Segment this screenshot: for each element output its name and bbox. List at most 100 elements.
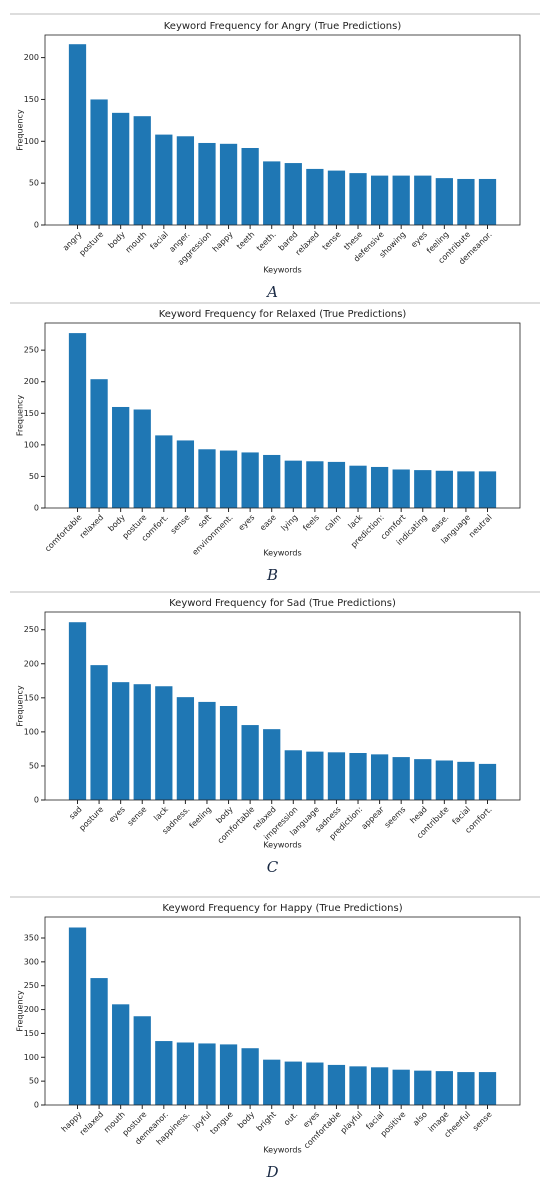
bar: [90, 99, 108, 225]
x-tick-label: body: [236, 1110, 257, 1131]
x-tick-label: teeth.: [255, 230, 278, 253]
y-tick-label: 50: [29, 472, 39, 481]
x-tick-label: also: [411, 1110, 429, 1128]
bar: [68, 333, 87, 508]
bar: [349, 173, 367, 225]
bar: [478, 1072, 497, 1105]
bar: [176, 136, 195, 225]
y-axis-label: Frequency: [16, 685, 25, 727]
plot-frame: [44, 611, 521, 801]
bar: [90, 665, 108, 800]
bar: [241, 725, 259, 800]
bar: [219, 143, 238, 225]
bar: [90, 978, 108, 1105]
bar: [478, 763, 497, 800]
bar: [284, 1061, 302, 1105]
bar: [327, 461, 346, 508]
chart-title: Keyword Frequency for Relaxed (True Pred…: [159, 309, 407, 320]
x-tick-label: relaxed: [78, 1110, 105, 1137]
bar: [370, 175, 389, 225]
bar: [392, 757, 410, 800]
chart-title: Keyword Frequency for Happy (True Predic…: [162, 903, 402, 914]
y-tick-label: 100: [24, 727, 39, 736]
bar: [478, 178, 497, 225]
y-tick-label: 150: [24, 1029, 39, 1038]
bar: [219, 450, 238, 508]
bar: [68, 44, 87, 225]
y-tick-label: 100: [24, 137, 39, 146]
bar: [133, 684, 151, 800]
bar: [112, 112, 130, 225]
bar: [112, 1004, 130, 1105]
bar: [306, 461, 324, 508]
bar: [457, 761, 475, 800]
y-axis-label: Frequency: [16, 395, 25, 437]
y-tick-label: 100: [24, 1053, 39, 1062]
chart-title: Keyword Frequency for Angry (True Predic…: [164, 21, 402, 32]
bar: [133, 116, 151, 225]
x-tick-label: happy: [211, 230, 235, 254]
y-tick-label: 250: [24, 625, 39, 634]
y-tick-label: 150: [24, 95, 39, 104]
y-tick-label: 200: [24, 1005, 39, 1014]
bar: [198, 142, 216, 225]
panel-caption: A: [265, 283, 278, 301]
y-tick-label: 200: [24, 659, 39, 668]
bar: [349, 1066, 367, 1105]
bar: [457, 471, 475, 508]
bar: [155, 435, 173, 508]
bar: [241, 147, 259, 225]
plot-frame: [44, 916, 521, 1106]
x-tick-label: bright: [255, 1110, 278, 1133]
bar: [306, 168, 324, 225]
x-tick-label: ease: [258, 513, 278, 533]
bar: [263, 1059, 281, 1105]
bar: [478, 471, 497, 508]
y-tick-label: 250: [24, 981, 39, 990]
bar: [327, 1064, 346, 1105]
bar: [263, 454, 281, 508]
bar: [306, 751, 324, 800]
bar: [327, 170, 346, 225]
bar: [457, 178, 475, 225]
bar: [327, 752, 346, 800]
bar: [176, 1042, 195, 1105]
bar: [370, 466, 389, 508]
x-tick-label: calm: [323, 513, 343, 533]
x-tick-label: posture: [77, 230, 105, 258]
x-tick-label: mouth: [124, 230, 149, 255]
x-tick-label: tense: [321, 230, 343, 252]
x-tick-label: relaxed: [78, 513, 105, 540]
y-tick-label: 0: [34, 796, 39, 805]
x-tick-label: sense: [126, 805, 149, 828]
bar: [133, 409, 151, 508]
x-axis-label: Keywords: [263, 549, 301, 558]
bar: [414, 175, 432, 225]
x-tick-label: teeth: [235, 230, 256, 251]
x-tick-label: neutral: [467, 513, 494, 540]
y-tick-label: 200: [24, 377, 39, 386]
panel-caption: C: [267, 858, 279, 876]
bar: [241, 452, 259, 508]
bar: [198, 449, 216, 508]
x-tick-label: lying: [279, 513, 299, 533]
x-tick-label: seems: [383, 805, 408, 830]
bar: [349, 753, 367, 800]
bar: [263, 161, 281, 225]
bar: [198, 1043, 216, 1105]
x-axis-label: Keywords: [263, 841, 301, 850]
bar: [457, 1072, 475, 1105]
bar: [435, 760, 453, 800]
y-tick-label: 250: [24, 346, 39, 355]
bar: [155, 686, 173, 800]
y-tick-label: 0: [34, 1101, 39, 1110]
x-tick-label: feeling: [188, 805, 214, 831]
panel-caption: D: [265, 1163, 278, 1181]
bar: [414, 1070, 432, 1105]
panel-caption: B: [266, 566, 278, 584]
bar: [414, 470, 432, 508]
bar: [435, 178, 453, 225]
bar: [306, 1062, 324, 1105]
bar: [219, 1044, 238, 1105]
